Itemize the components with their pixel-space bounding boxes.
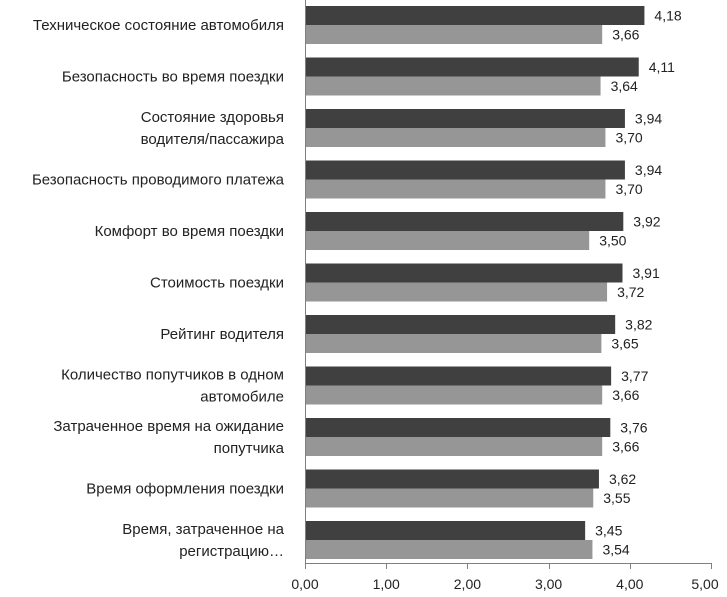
category-group: 4,11 3,64: [305, 57, 675, 96]
category-label: Безопасность во время поездки: [62, 69, 284, 86]
bar-series-2: [305, 25, 603, 44]
category-labels: Техническое состояние автомобиля Безопасн…: [32, 17, 285, 560]
bar-series-1: [305, 57, 639, 77]
x-tick-label: 0,00: [291, 576, 318, 592]
category-label: Время оформления поездки: [86, 481, 284, 498]
data-label-series-1: 3,45: [595, 523, 622, 539]
data-label-series-1: 3,94: [635, 111, 662, 127]
x-axis: 0,00 1,00 2,00 3,00 4,00 5,00: [291, 0, 719, 592]
category-label: Стоимость поездки: [150, 275, 284, 292]
data-label-series-2: 3,70: [615, 130, 642, 146]
bar-series-1: [305, 366, 612, 386]
bar-series-2: [305, 282, 608, 302]
bar-series-2: [305, 488, 594, 508]
data-label-series-1: 3,91: [632, 265, 659, 281]
category-label: Количество попутчиков в одном: [61, 367, 284, 384]
category-label: Техническое состояние автомобиля: [33, 17, 284, 34]
bar-series-1: [305, 418, 611, 437]
data-label-series-2: 3,66: [612, 387, 639, 403]
bar-series-2: [305, 231, 590, 250]
bars-layer: 4,18 3,66 4,11 3,64 3,94 3,70 3,94 3,70 3,92 3,50…: [305, 6, 682, 559]
x-tick-label: 3,00: [535, 576, 562, 592]
category-label: Состояние здоровья: [141, 109, 284, 126]
category-group: 4,18 3,66: [305, 6, 682, 44]
category-group: 3,45 3,54: [305, 521, 630, 559]
data-label-series-1: 3,77: [621, 368, 648, 384]
bar-series-2: [305, 179, 606, 199]
data-label-series-1: 3,94: [635, 162, 662, 178]
bar-series-1: [305, 469, 599, 489]
category-label: регистрацию…: [179, 543, 284, 560]
category-label: попутчика: [214, 440, 285, 457]
bar-series-2: [305, 76, 601, 96]
data-label-series-2: 3,55: [603, 490, 630, 506]
bar-series-1: [305, 521, 586, 540]
bar-series-2: [305, 385, 603, 405]
bar-series-1: [305, 315, 616, 334]
category-group: 3,77 3,66: [305, 366, 649, 405]
category-group: 3,82 3,65: [305, 315, 653, 353]
x-tick-label: 4,00: [616, 576, 643, 592]
data-label-series-2: 3,66: [612, 439, 639, 455]
data-label-series-1: 3,76: [620, 420, 647, 436]
data-label-series-2: 3,54: [602, 542, 629, 558]
category-label: Рейтинг водителя: [160, 326, 284, 343]
category-group: 3,94 3,70: [305, 160, 662, 199]
x-tick-label: 2,00: [454, 576, 481, 592]
bar-series-2: [305, 128, 606, 147]
category-group: 3,94 3,70: [305, 109, 662, 147]
category-label: автомобиле: [200, 389, 284, 406]
category-group: 3,76 3,66: [305, 418, 648, 456]
bar-series-2: [305, 437, 603, 456]
data-label-series-1: 4,11: [649, 59, 675, 75]
data-label-series-2: 3,66: [612, 27, 639, 43]
bar-series-1: [305, 212, 624, 231]
x-tick-label: 1,00: [373, 576, 400, 592]
data-label-series-1: 3,92: [633, 214, 660, 230]
category-label: Затраченное время на ожидание: [53, 418, 284, 435]
category-label: Время, затраченное на: [122, 521, 284, 538]
category-label: Комфорт во время поездки: [95, 223, 284, 240]
bar-series-2: [305, 540, 593, 559]
x-tick-label: 5,00: [691, 576, 718, 592]
category-group: 3,91 3,72: [305, 263, 660, 302]
category-group: 3,62 3,55: [305, 469, 636, 508]
bar-series-2: [305, 334, 602, 353]
bar-series-1: [305, 109, 625, 128]
data-label-series-2: 3,64: [611, 78, 638, 94]
category-label: Безопасность проводимого платежа: [32, 172, 285, 189]
data-label-series-1: 3,82: [625, 317, 652, 333]
data-label-series-1: 4,18: [654, 8, 681, 24]
bar-series-1: [305, 160, 625, 180]
category-label: водителя/пассажира: [141, 131, 285, 148]
data-label-series-2: 3,70: [615, 181, 642, 197]
category-group: 3,92 3,50: [305, 212, 661, 250]
bar-series-1: [305, 263, 623, 283]
data-label-series-2: 3,72: [617, 284, 644, 300]
data-label-series-1: 3,62: [609, 471, 636, 487]
data-label-series-2: 3,65: [611, 336, 638, 352]
bar-series-1: [305, 6, 645, 25]
data-label-series-2: 3,50: [599, 233, 626, 249]
